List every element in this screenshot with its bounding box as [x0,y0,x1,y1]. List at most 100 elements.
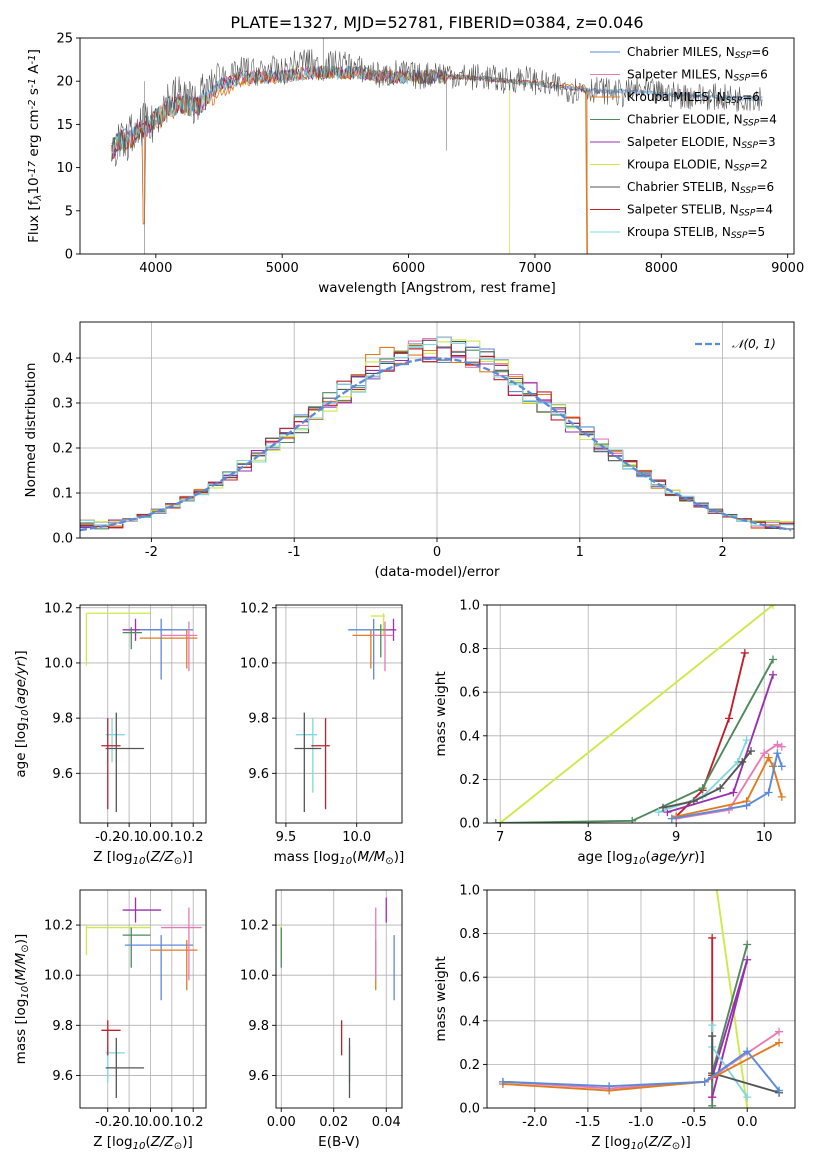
y-axis-label: mass [log10(M/M⊙)] [13,934,31,1065]
y-tick-label: 20 [56,75,73,90]
x-tick-label: -1.0 [628,1115,653,1130]
x-tick-label: 0.2 [183,830,204,845]
x-tick-label: -0.1 [116,830,141,845]
mass-weight-marker [498,1077,507,1086]
mass-weight-marker [777,792,786,801]
errorbar-point [85,925,151,956]
y-tick-label: 1.0 [459,599,480,614]
normal-curve [80,357,792,532]
mass-weight-marker [760,749,769,758]
mass-weight-marker [708,1021,717,1030]
mass-weight-marker [742,801,751,810]
mass-weight-marker [711,875,719,883]
mass-weight-marker [491,819,500,823]
errorbar-point [85,612,151,666]
y-tick-label: 0.6 [459,686,480,701]
mass-weight-marker [747,747,755,756]
x-tick-label: 0.1 [161,830,182,845]
errorbar-point [122,927,151,968]
x-tick-label: 5000 [266,261,299,276]
y-tick-label: 0.0 [459,1102,480,1117]
y-tick-label: 9.8 [52,712,73,727]
x-axis-label: wavelength [Angstrom, rest frame] [318,280,556,296]
mass-weight-marker [764,788,773,797]
mass-weight-marker [708,933,717,942]
mass-weight-marker [738,757,747,766]
y-axis-label: Normed distribution [23,363,39,498]
axes-frame [275,889,403,1109]
y-tick-label: 10.2 [44,919,73,934]
plot-area [85,612,198,812]
mass-weight-marker [725,714,733,723]
errorbar-point [105,718,125,763]
legend-label: Chabrier ELODIE, NSSP=4 [627,113,777,129]
legend-label: Salpeter MILES, NSSP=6 [627,68,768,84]
y-tick-label: 9.6 [52,767,73,782]
mass-weight-marker [729,788,738,797]
y-tick-label: 0.0 [459,817,480,832]
mass-weight-marker [667,814,676,823]
errorbar-point [105,712,145,812]
y-tick-label: 9.8 [248,712,269,727]
mass-weight-marker [628,816,637,823]
legend-label: Kroupa STELIB, NSSP=5 [627,225,765,241]
y-tick-label: 0.4 [52,352,73,367]
x-tick-label: 6000 [392,261,425,276]
errorbar-point [122,897,162,923]
plot-area [294,613,397,812]
x-tick-label: 9000 [771,261,804,276]
figure-title: PLATE=1327, MJD=52781, FIBERID=0384, z=0… [230,13,643,32]
spectrum-line-kroupa-miles [111,65,588,254]
mass-weight-marker [777,742,786,751]
x-tick-label: 0.1 [161,1115,182,1130]
y-tick-label: 0.1 [52,487,73,502]
mass-weight-line [715,890,749,1108]
y-tick-label: 10.2 [44,601,73,616]
x-axis-label: E(B-V) [318,1134,360,1150]
y-tick-label: 0.8 [459,642,480,657]
y-tick-label: 9.6 [248,767,269,782]
x-tick-label: 0.00 [267,1115,296,1130]
errorbar-point [122,627,142,650]
panel-mass-vs-EBV: 0.00 0.02 0.04 9.6 9.8 10.0 10.2 E(B-V) [240,889,403,1150]
legend-label: Chabrier MILES, NSSP=6 [627,45,769,61]
legend-label: Kroupa MILES, NSSP=6 [627,90,760,106]
mass-weight-line [499,605,774,823]
x-tick-label: 8000 [645,261,678,276]
mass-weight-line [502,1041,780,1092]
y-tick-label: 10.2 [240,601,269,616]
y-tick-label: 0.0 [52,532,73,547]
legend-label: 𝒩(0, 1) [732,337,776,351]
histogram-kroupa-stelib [80,337,794,527]
x-tick-label: -0.1 [116,1115,141,1130]
mass-weight-marker [689,797,698,806]
mass-weight-marker [775,1027,784,1036]
legend-label: Kroupa ELODIE, NSSP=2 [627,158,768,174]
errorbar-point [161,907,202,981]
plot-area [111,38,763,254]
mass-weight-marker [708,1101,717,1108]
x-axis-label: (data-model)/error [374,564,500,580]
plot-area [85,897,202,1098]
y-tick-label: 0.2 [459,1058,480,1073]
y-tick-label: 0.2 [52,442,73,457]
x-tick-label: -1.5 [575,1115,600,1130]
errorbar-point [105,1045,125,1083]
y-tick-label: 5 [65,204,73,219]
x-tick-label: 0.02 [319,1115,348,1130]
errorbar-point [139,618,194,680]
mass-weight-marker [775,1086,784,1095]
plot-area [498,875,784,1108]
mass-weight-marker [654,808,663,817]
x-tick-label: -1 [288,545,301,560]
y-tick-label: 9.6 [248,1069,269,1084]
mass-weight-line [675,652,746,818]
spectrum-line-kroupa-elodie [111,65,511,254]
x-tick-label: 9 [672,830,680,845]
x-tick-label: -0.2 [95,1115,120,1130]
x-tick-label: -0.2 [95,830,120,845]
mass-weight-line [495,659,774,823]
panel-residual-histogram: -2 -1 0 1 2 0.0 0.1 0.2 0.3 0.4 (data-model)/error… [23,321,795,580]
errorbar-point [161,621,198,672]
mass-weight-marker [769,670,777,679]
